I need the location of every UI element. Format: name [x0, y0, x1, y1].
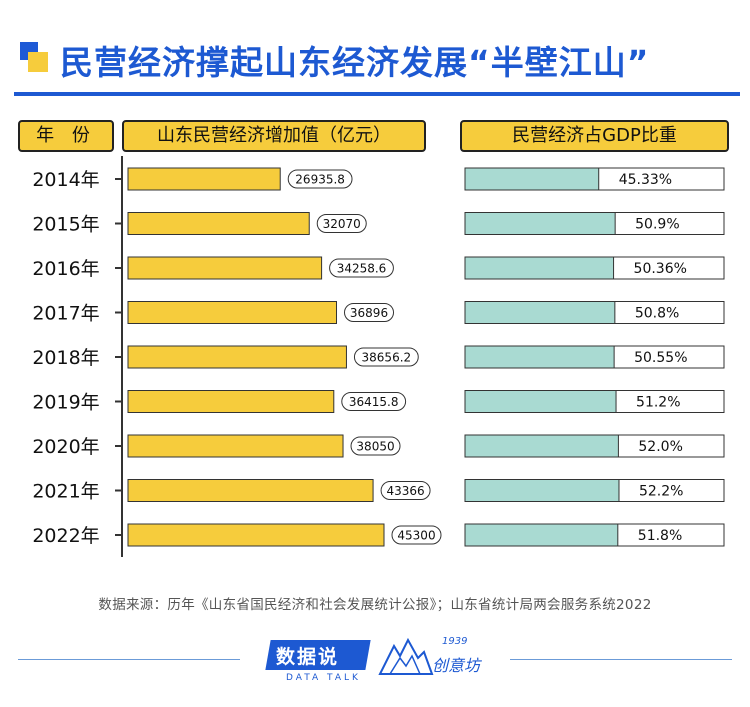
share-label: 45.33%	[619, 172, 672, 188]
share-label: 50.9%	[635, 217, 679, 233]
logo-square-yellow	[28, 52, 48, 72]
brand2-name: 创意坊	[432, 656, 481, 675]
value-label: 32070	[323, 217, 361, 231]
value-label: 36415.8	[349, 395, 399, 409]
share-label: 50.36%	[634, 261, 687, 277]
value-bar	[127, 301, 338, 324]
value-label-pill	[329, 258, 394, 278]
value-label-pill	[391, 525, 442, 545]
brand2-year: 1939	[442, 636, 468, 647]
value-label-pill	[287, 169, 353, 189]
value-label: 36896	[350, 306, 388, 320]
footer-divider-left	[18, 659, 240, 660]
share-label: 50.55%	[634, 350, 687, 366]
year-label: 2019年	[32, 392, 99, 414]
value-label-pill	[353, 347, 419, 367]
share-label: 50.8%	[635, 306, 679, 322]
share-column-header: 民营经济占GDP比重	[460, 120, 729, 152]
value-label: 45300	[397, 529, 435, 543]
chart: 2014年 26935.8 45.33% 2015年 32070 50.9% 2016年 34…	[32, 156, 725, 557]
share-label: 51.8%	[638, 528, 682, 544]
share-fill	[464, 390, 617, 413]
title-bar: 民营经济撑起山东经济发展“半壁江山”	[14, 34, 740, 104]
value-bar	[127, 345, 347, 369]
value-column-header: 山东民营经济增加值（亿元）	[122, 120, 426, 152]
year-label: 2021年	[32, 481, 99, 503]
share-fill	[464, 479, 620, 502]
value-label-pill	[341, 392, 407, 411]
year-label: 2022年	[32, 525, 99, 547]
share-fill	[464, 256, 615, 280]
year-label: 2020年	[32, 436, 99, 458]
share-fill	[464, 345, 615, 369]
value-label: 26935.8	[295, 173, 345, 187]
value-label: 43366	[386, 484, 424, 498]
footer-divider-right	[510, 659, 732, 660]
value-bar	[127, 479, 374, 502]
year-label: 2018年	[32, 347, 99, 369]
mountain-logo-icon	[378, 637, 434, 675]
source-note: 数据来源：历年《山东省国民经济和社会发展统计公报》；山东省统计局两会服务系统20…	[98, 597, 652, 613]
value-label-pill	[344, 303, 395, 322]
share-fill	[464, 434, 619, 458]
page-title: 民营经济撑起山东经济发展“半壁江山”	[60, 43, 650, 82]
share-label: 52.0%	[638, 439, 682, 455]
year-label: 2015年	[32, 214, 99, 236]
value-bar	[127, 390, 335, 413]
title-underline	[14, 92, 740, 96]
share-fill	[464, 301, 616, 324]
value-bar	[127, 212, 310, 235]
value-label-pill	[380, 481, 431, 500]
share-fill	[464, 523, 619, 547]
year-label: 2016年	[32, 258, 99, 280]
value-label: 38050	[356, 440, 394, 454]
value-label-pill	[350, 436, 401, 456]
value-bar	[127, 256, 323, 280]
year-label: 2017年	[32, 303, 99, 325]
value-bar	[127, 523, 385, 547]
brand-name: 数据说	[276, 646, 340, 668]
year-label: 2014年	[32, 169, 99, 191]
value-label: 38656.2	[362, 351, 412, 365]
brand-subtitle: DATA TALK	[286, 673, 361, 683]
share-label: 52.2%	[639, 484, 683, 500]
value-bar	[127, 434, 344, 458]
year-column-header: 年 份	[18, 120, 114, 152]
value-bar	[127, 167, 281, 191]
share-fill	[464, 212, 616, 235]
share-fill	[464, 167, 600, 191]
value-label: 34258.6	[337, 262, 387, 276]
value-label-pill	[316, 214, 367, 233]
share-label: 51.2%	[636, 395, 680, 411]
